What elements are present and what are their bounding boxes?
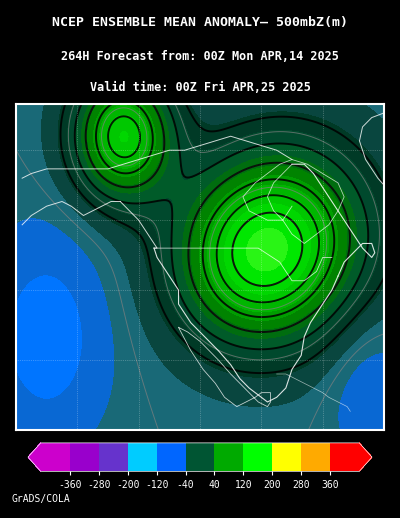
Text: NCEP ENSEMBLE MEAN ANOMALY– 500mbZ(m): NCEP ENSEMBLE MEAN ANOMALY– 500mbZ(m): [52, 16, 348, 28]
PathPatch shape: [28, 443, 41, 471]
Text: 264H Forecast from: 00Z Mon APR,14 2025: 264H Forecast from: 00Z Mon APR,14 2025: [61, 50, 339, 63]
Text: GrADS/COLA: GrADS/COLA: [12, 494, 71, 505]
Text: Valid time: 00Z Fri APR,25 2025: Valid time: 00Z Fri APR,25 2025: [90, 81, 310, 94]
PathPatch shape: [359, 443, 372, 471]
